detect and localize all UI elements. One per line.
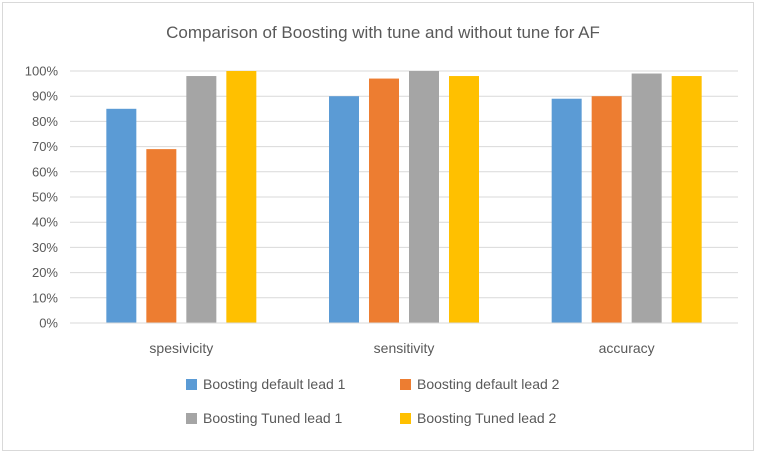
x-category-label: sensitivity	[374, 340, 435, 356]
chart-title: Comparison of Boosting with tune and wit…	[166, 23, 600, 42]
bar	[186, 76, 217, 323]
y-tick-label: 0%	[39, 316, 58, 331]
legend-swatch	[186, 413, 197, 424]
y-tick-label: 40%	[32, 215, 58, 230]
bar	[591, 96, 622, 323]
y-axis-ticks: 0% 10% 20% 30% 40% 50% 60% 70% 80% 90% 100%	[25, 64, 59, 331]
legend-label: Boosting Tuned lead 2	[417, 410, 557, 426]
bar	[409, 71, 439, 323]
legend-label: Boosting default lead 1	[203, 376, 346, 392]
legend-label: Boosting default lead 2	[417, 376, 560, 392]
bar	[329, 96, 359, 323]
y-tick-label: 50%	[32, 190, 58, 205]
y-tick-label: 70%	[32, 139, 58, 154]
gridlines	[70, 70, 738, 324]
bar	[146, 149, 177, 323]
bar	[631, 73, 662, 324]
bar	[449, 76, 479, 323]
y-tick-label: 30%	[32, 240, 58, 255]
legend-swatch	[400, 413, 411, 424]
y-tick-label: 20%	[32, 265, 58, 280]
bar	[226, 71, 257, 323]
bar-chart: Comparison of Boosting with tune and wit…	[25, 23, 738, 426]
chart-frame: Comparison of Boosting with tune and wit…	[2, 2, 754, 451]
x-axis: spesivicity sensitivity accuracy	[70, 322, 738, 356]
x-category-label: accuracy	[599, 340, 655, 356]
y-tick-label: 100%	[25, 64, 59, 79]
y-tick-label: 60%	[32, 164, 58, 179]
bar	[551, 98, 582, 323]
legend-swatch	[400, 379, 411, 390]
bar	[671, 76, 702, 323]
bars	[106, 71, 702, 324]
y-tick-label: 90%	[32, 89, 58, 104]
bar	[106, 108, 137, 323]
x-category-label: spesivicity	[149, 340, 213, 356]
legend: Boosting default lead 1 Boosting default …	[186, 376, 560, 426]
y-tick-label: 10%	[32, 290, 58, 305]
y-tick-label: 80%	[32, 114, 58, 129]
legend-swatch	[186, 379, 197, 390]
legend-label: Boosting Tuned lead 1	[203, 410, 343, 426]
bar	[369, 78, 399, 323]
